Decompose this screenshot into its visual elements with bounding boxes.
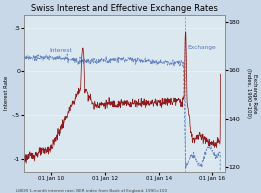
Text: Interest: Interest (50, 48, 73, 53)
Title: Swiss Interest and Effective Exchange Rates: Swiss Interest and Effective Exchange Ra… (31, 4, 218, 13)
Text: Exchange: Exchange (187, 45, 216, 50)
Text: LIBOR 1-month interest rate; BER index from Bank of England, 1990=100: LIBOR 1-month interest rate; BER index f… (16, 189, 167, 193)
Y-axis label: Exchange Rate
(Index, 1990=100): Exchange Rate (Index, 1990=100) (246, 68, 257, 118)
Y-axis label: Interest Rate: Interest Rate (4, 76, 9, 110)
